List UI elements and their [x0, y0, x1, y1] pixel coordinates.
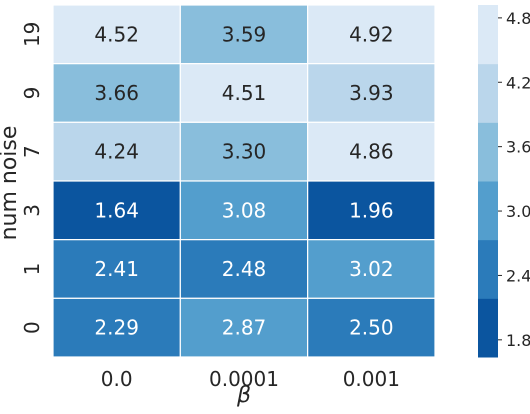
colorbar-bin	[478, 239, 498, 299]
cell-value-label: 4.92	[349, 22, 394, 46]
cell-value-label: 2.48	[222, 257, 267, 281]
x-axis-label: β	[236, 383, 251, 408]
x-tick-labels: 0.0 0.0001 0.001	[101, 367, 400, 391]
cell-value-label: 1.96	[349, 198, 394, 222]
cell-value-label: 4.52	[94, 22, 139, 46]
y-tick-label: 7	[20, 145, 44, 158]
colorbar-bin	[478, 5, 498, 65]
colorbar-bin	[478, 181, 498, 241]
cell-value-label: 3.30	[222, 140, 267, 164]
y-tick-labels: 19 9 7 3 1 0	[20, 22, 44, 334]
y-tick-label: 9	[20, 87, 44, 100]
heatmap-cell	[179, 239, 309, 299]
cell-value-label: 4.86	[349, 140, 394, 164]
cell-value-label: 2.50	[349, 316, 394, 340]
x-tick-label: 0.0001	[209, 367, 279, 391]
heatmap-cell-labels: 4.52 3.59 4.92 3.66 4.51 3.93 4.24 3.30 4.86 1.64…	[94, 22, 393, 339]
y-tick-label: 19	[20, 22, 44, 47]
cell-value-label: 2.87	[222, 316, 267, 340]
colorbar-bin	[478, 298, 498, 358]
colorbar	[478, 5, 498, 358]
x-tick-label: 0.001	[343, 367, 400, 391]
cell-value-label: 3.93	[349, 81, 394, 105]
cell-value-label: 3.08	[222, 198, 267, 222]
heatmap-cell	[307, 180, 436, 241]
colorbar-bin	[478, 122, 498, 182]
cell-value-label: 4.51	[222, 81, 267, 105]
heatmap-cells	[52, 4, 436, 358]
colorbar-tick-label: 4.2	[506, 73, 530, 92]
cell-value-label: 3.02	[349, 257, 394, 281]
heatmap-cell	[52, 297, 181, 358]
colorbar-tick-label: 3.0	[506, 202, 530, 221]
colorbar-bin	[478, 63, 498, 123]
heatmap-cell	[52, 180, 181, 241]
cell-value-label: 3.59	[222, 22, 267, 46]
cell-value-label: 2.41	[94, 257, 139, 281]
y-tick-label: 3	[20, 204, 44, 217]
heatmap-cell	[52, 4, 181, 65]
colorbar-tick-label: 1.8	[506, 331, 530, 350]
colorbar-tick-label: 2.4	[506, 266, 530, 285]
cell-value-label: 3.66	[94, 81, 139, 105]
cell-value-label: 4.24	[94, 140, 139, 164]
heatmap-cell	[179, 297, 309, 358]
colorbar-tick-label: 4.8	[506, 9, 530, 28]
heatmap-cell	[179, 4, 309, 65]
y-axis-label: num noise	[0, 126, 22, 241]
heatmap-cell	[307, 4, 436, 65]
heatmap-cell	[307, 297, 436, 358]
cell-value-label: 2.29	[94, 316, 139, 340]
heatmap-cell	[307, 239, 436, 299]
heatmap-cell	[179, 121, 309, 182]
heatmap-cell	[52, 63, 181, 123]
colorbar-tick-labels: 1.8 2.4 3.0 3.6 4.2 4.8	[498, 9, 530, 350]
x-tick-label: 0.0	[101, 367, 133, 391]
y-tick-label: 1	[20, 263, 44, 276]
y-tick-label: 0	[20, 321, 44, 334]
colorbar-tick-label: 3.6	[506, 138, 530, 157]
heatmap-cell	[307, 63, 436, 123]
cell-value-label: 1.64	[94, 198, 139, 222]
